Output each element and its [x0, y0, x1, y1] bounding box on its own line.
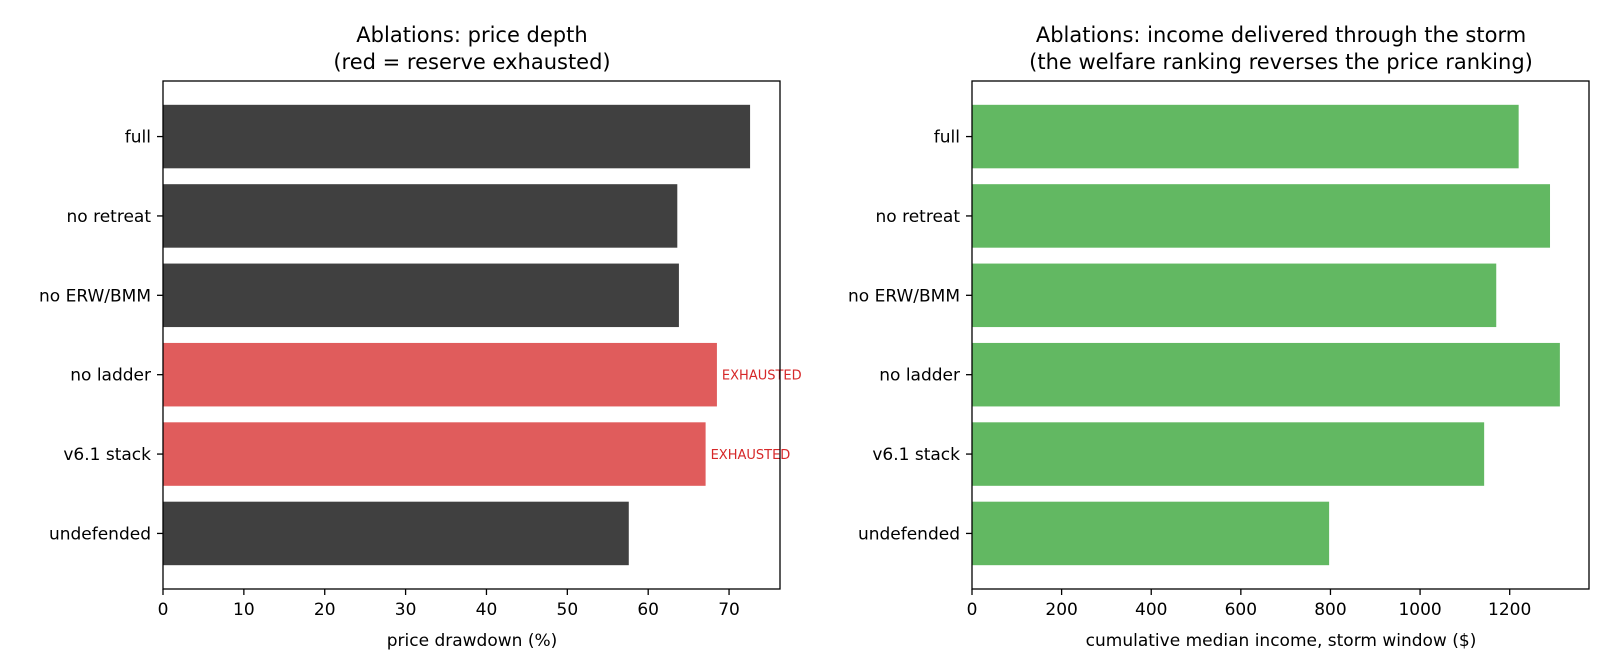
bars [972, 104, 1560, 566]
exhausted-annotation: EXHAUSTED [722, 369, 802, 384]
bar-no-retreat [972, 184, 1551, 248]
bar-no-ladder [163, 342, 717, 407]
y-tick-label: v6.1 stack [872, 445, 960, 465]
x-axis: 0 200 400 600 800 1000 1200 [967, 589, 1531, 620]
exhausted-annotation: EXHAUSTED [711, 448, 791, 463]
x-tick-label: 1200 [1488, 600, 1531, 620]
y-tick-label: full [125, 128, 151, 148]
bar-full [163, 104, 751, 169]
y-tick-label: v6.1 stack [63, 445, 151, 465]
y-tick-label: no retreat [67, 207, 152, 227]
y-axis: full no retreat no ERW/BMM no ladder v6.1 st… [848, 128, 972, 544]
x-tick-label: 400 [1135, 600, 1167, 620]
bar-undefended [972, 501, 1330, 566]
bar-v6-1-stack [972, 422, 1485, 486]
plot-frame [971, 80, 1590, 590]
bar-no-erw-bmm [163, 263, 679, 328]
annotations: EXHAUSTED EXHAUSTED [711, 369, 802, 463]
bar-no-ladder [972, 342, 1560, 407]
x-tick-label: 800 [1314, 600, 1346, 620]
x-tick-label: 30 [395, 600, 417, 620]
x-axis-label: cumulative median income, storm window (… [1086, 631, 1477, 651]
y-tick-label: undefended [858, 524, 960, 544]
chart-title: Ablations: income delivered through the … [1036, 23, 1526, 47]
x-tick-label: 600 [1225, 600, 1257, 620]
y-tick-label: no ERW/BMM [39, 286, 151, 306]
bar-no-erw-bmm [972, 263, 1497, 328]
plot-frame [162, 80, 781, 590]
chart-subtitle: (the welfare ranking reverses the price … [1029, 50, 1533, 74]
x-tick-label: 10 [233, 600, 255, 620]
x-tick-label: 40 [476, 600, 498, 620]
y-tick-label: no ERW/BMM [848, 286, 960, 306]
bar-full [972, 104, 1519, 169]
y-tick-label: undefended [49, 524, 151, 544]
x-tick-label: 50 [557, 600, 579, 620]
y-tick-label: no retreat [876, 207, 961, 227]
chart-subtitle: (red = reserve exhausted) [333, 50, 610, 74]
x-axis: 0 10 20 30 40 50 60 70 [158, 589, 740, 620]
x-tick-label: 0 [967, 600, 978, 620]
bar-no-retreat [163, 184, 678, 248]
bar-undefended [163, 501, 629, 566]
y-tick-label: no ladder [70, 366, 151, 386]
x-tick-label: 200 [1045, 600, 1077, 620]
y-axis: full no retreat no ERW/BMM no ladder v6.1 st… [39, 128, 163, 544]
bars [163, 104, 751, 566]
price-depth-panel: Ablations: price depth (red = reserve ex… [39, 23, 802, 651]
x-tick-label: 60 [637, 600, 659, 620]
income-panel: Ablations: income delivered through the … [848, 23, 1590, 651]
x-tick-label: 70 [718, 600, 740, 620]
x-axis-label: price drawdown (%) [387, 631, 558, 651]
bar-v6-1-stack [163, 422, 706, 486]
x-tick-label: 0 [158, 600, 169, 620]
y-tick-label: full [934, 128, 960, 148]
x-tick-label: 20 [314, 600, 336, 620]
x-tick-label: 1000 [1398, 600, 1441, 620]
y-tick-label: no ladder [879, 366, 960, 386]
chart-title: Ablations: price depth [356, 23, 587, 47]
